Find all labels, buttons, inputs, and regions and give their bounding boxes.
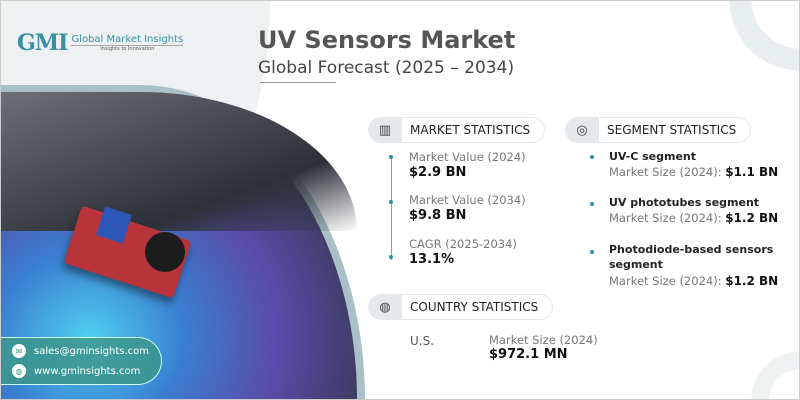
segment-name: segment [609,258,663,271]
mail-icon: ✉ [12,344,26,358]
segment-name: UV phototubes segment [609,196,760,209]
country-name: U.S. [410,334,435,348]
segment-size: Market Size (2024): $1.2 BN [609,274,779,288]
decorative-circle [720,340,800,400]
decorative-circle [700,0,800,90]
segment-name: Photodiode-based sensors [609,243,774,256]
stat-label: Market Value (2024) [409,150,526,164]
stat-label: CAGR (2025-2034) [409,237,517,251]
email-link[interactable]: sales@gminsights.com [34,345,150,357]
website-link[interactable]: www.gminsights.com [34,365,141,377]
web-globe-icon: ◍ [12,364,26,378]
segment-size: Market Size (2024): $1.1 BN [609,165,779,179]
segment-size: Market Size (2024): $1.2 BN [609,211,779,225]
country-statistics-header: ◍ COUNTRY STATISTICS [368,294,554,320]
market-statistics-header: ▥ MARKET STATISTICS [368,117,546,143]
gmi-logo: GMI Global Market Insights Insights to In… [17,30,184,56]
stat-value: $9.8 BN [409,208,467,223]
target-chart-icon: ◎ [565,117,599,143]
country-label: Market Size (2024) [489,333,598,347]
country-value: $972.1 MN [489,347,568,362]
stat-label: Market Value (2034) [409,193,526,207]
stat-value: 13.1% [409,252,455,267]
stat-value: $2.9 BN [409,165,467,180]
page-subtitle: Global Forecast (2025 – 2034) [258,58,515,78]
page-title: UV Sensors Market [258,26,516,54]
segment-statistics-header: ◎ SEGMENT STATISTICS [565,117,752,143]
chart-globe-icon: ▥ [368,117,402,143]
globe-icon: ◍ [368,294,402,320]
divider [260,82,336,83]
contact-panel: ✉ sales@gminsights.com ◍ www.gminsights.co… [0,337,162,385]
segment-name: UV-C segment [609,150,697,163]
